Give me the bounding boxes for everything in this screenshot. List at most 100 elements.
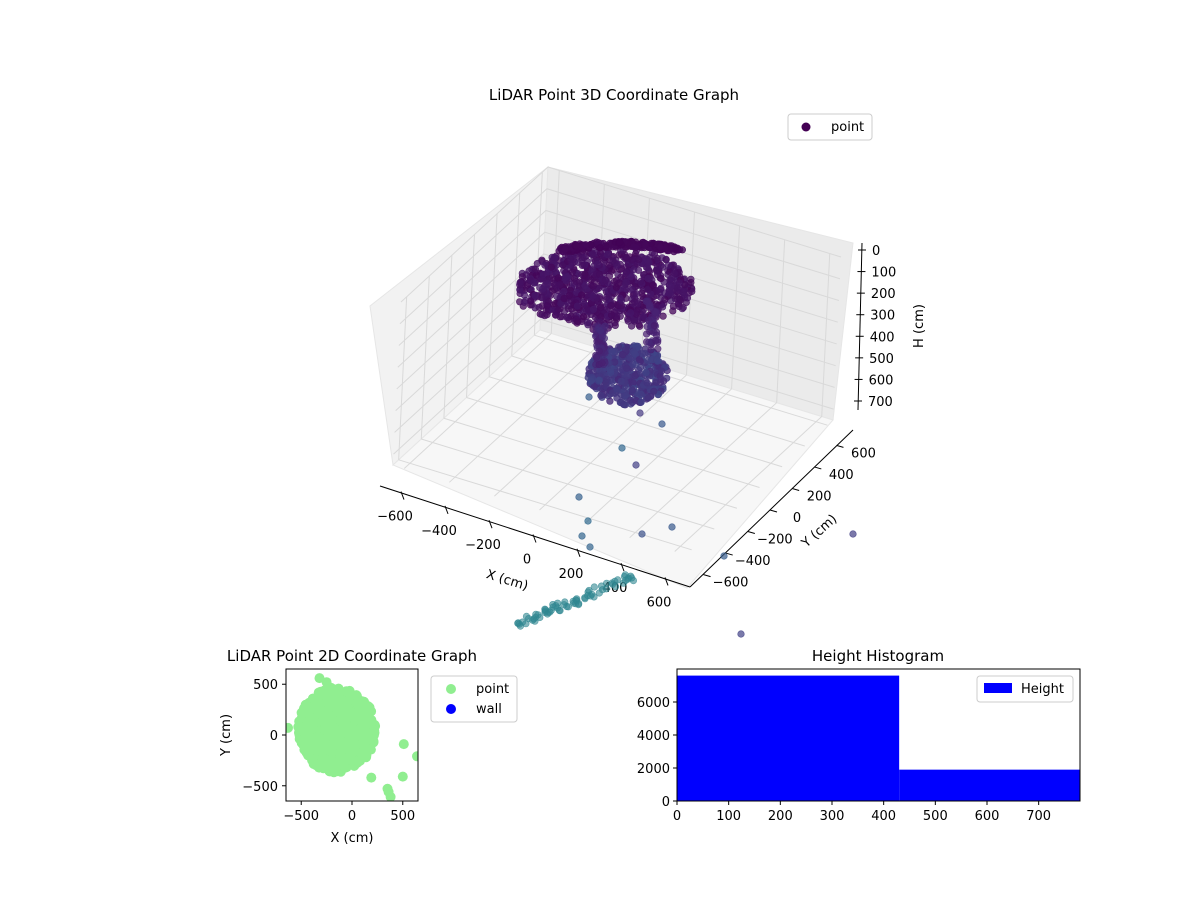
point-3d: [678, 246, 687, 254]
point-3d: [637, 398, 645, 406]
point-3d: [648, 355, 657, 364]
y-tick-label-3d: −400: [735, 554, 771, 569]
x-tick-label-histogram: 200: [768, 809, 793, 824]
y-tick-label-histogram: 6000: [637, 696, 670, 711]
histogram-title: Height Histogram: [812, 647, 944, 665]
x-tick-mark-3d: [576, 548, 581, 557]
grid-line-left-y: [511, 192, 521, 356]
point-3d: [608, 389, 617, 397]
point-3d: [644, 285, 652, 294]
point-3d: [598, 333, 607, 341]
point-3d: [597, 582, 606, 590]
point-3d: [657, 367, 666, 375]
point-3d: [687, 278, 695, 287]
point-2d: [358, 737, 369, 748]
z-tick-label-3d: 400: [870, 330, 895, 345]
point-3d: [596, 244, 604, 252]
point-3d: [621, 280, 629, 288]
point-3d: [642, 369, 650, 377]
point-3d: [573, 302, 582, 310]
y-tick-label-histogram: 4000: [637, 729, 670, 744]
point-3d: [643, 379, 651, 387]
z-tick-label-3d: 300: [870, 309, 895, 324]
point-3d: [522, 612, 531, 621]
histogram-bar: [899, 769, 1080, 801]
point-2d: [345, 729, 356, 740]
point-3d: [558, 313, 566, 321]
point-3d: [531, 292, 539, 300]
point-3d: [618, 444, 626, 452]
grid-line-floor-y: [511, 355, 805, 447]
point-3d: [622, 254, 630, 262]
point-3d: [560, 274, 569, 283]
y-tick-label-2d: −500: [242, 780, 278, 795]
point-3d: [637, 277, 645, 286]
x-tick-label-3d: −400: [421, 524, 457, 539]
point-3d: [632, 290, 641, 298]
grid-line-left-y: [398, 296, 408, 460]
point-3d: [520, 298, 528, 306]
point-3d: [597, 303, 605, 311]
x-tick-mark-3d: [620, 562, 625, 572]
point-3d: [531, 617, 539, 625]
point-2d-outlier: [412, 751, 418, 762]
point-3d: [552, 602, 560, 610]
point-3d: [650, 387, 658, 395]
point-3d: [619, 351, 627, 359]
point-3d: [560, 601, 568, 609]
point-3d: [553, 292, 561, 301]
y-tick-label-3d: 600: [851, 446, 876, 461]
z-axis-line: [857, 242, 863, 411]
x-tick-label-histogram: 500: [923, 809, 948, 824]
point-3d: [568, 268, 576, 276]
grid-line-left-y: [466, 234, 475, 398]
grid-line-z: [400, 166, 842, 303]
x-tick-label-2d: −500: [283, 809, 319, 824]
grid-line-back-x: [731, 225, 741, 389]
point-2d: [293, 721, 304, 732]
point-3d: [586, 592, 595, 600]
point-3d: [541, 312, 549, 320]
grid-line-z: [399, 188, 841, 325]
grid-line-z: [398, 209, 840, 346]
point-3d: [623, 372, 631, 380]
x-tick-label-3d: 200: [559, 567, 584, 582]
x-tick-label-histogram: 700: [1026, 809, 1051, 824]
point-2d: [302, 718, 313, 729]
point-2d: [314, 708, 325, 719]
grid-line-floor-y: [488, 376, 783, 468]
point-3d: [641, 241, 649, 249]
point-3d: [554, 306, 562, 314]
point-3d: [652, 331, 661, 339]
point-3d: [656, 243, 664, 251]
legend-3d-label-point: point: [831, 120, 864, 135]
y-axis-line: [689, 429, 854, 588]
legend-3d-marker-point: [801, 122, 811, 132]
legend-histogram-swatch: [984, 683, 1012, 693]
point-2d: [303, 708, 314, 719]
point-3d: [578, 256, 586, 264]
point-2d: [322, 705, 333, 716]
point-3d: [589, 305, 598, 313]
point-3d: [583, 319, 591, 327]
point-3d: [683, 294, 692, 302]
z-tick-label-3d: 100: [871, 266, 896, 281]
point-3d: [607, 302, 615, 310]
point-3d: [667, 283, 675, 291]
grid-line-back-x: [821, 253, 831, 417]
x-tick-mark-3d: [400, 491, 405, 500]
point-3d: [658, 303, 667, 311]
point-2d: [339, 762, 350, 773]
point-3d: [635, 356, 644, 364]
x-axis-label-2d: X (cm): [331, 831, 374, 846]
x-tick-label-3d: −600: [377, 510, 413, 525]
x-tick-mark-3d: [664, 577, 669, 586]
point-3d: [514, 619, 522, 627]
grid-line-left-y: [488, 213, 498, 377]
point-3d: [621, 392, 630, 400]
point-3d: [587, 377, 595, 385]
point-3d: [560, 294, 568, 303]
point-2d: [350, 739, 361, 750]
point-3d: [543, 610, 552, 618]
